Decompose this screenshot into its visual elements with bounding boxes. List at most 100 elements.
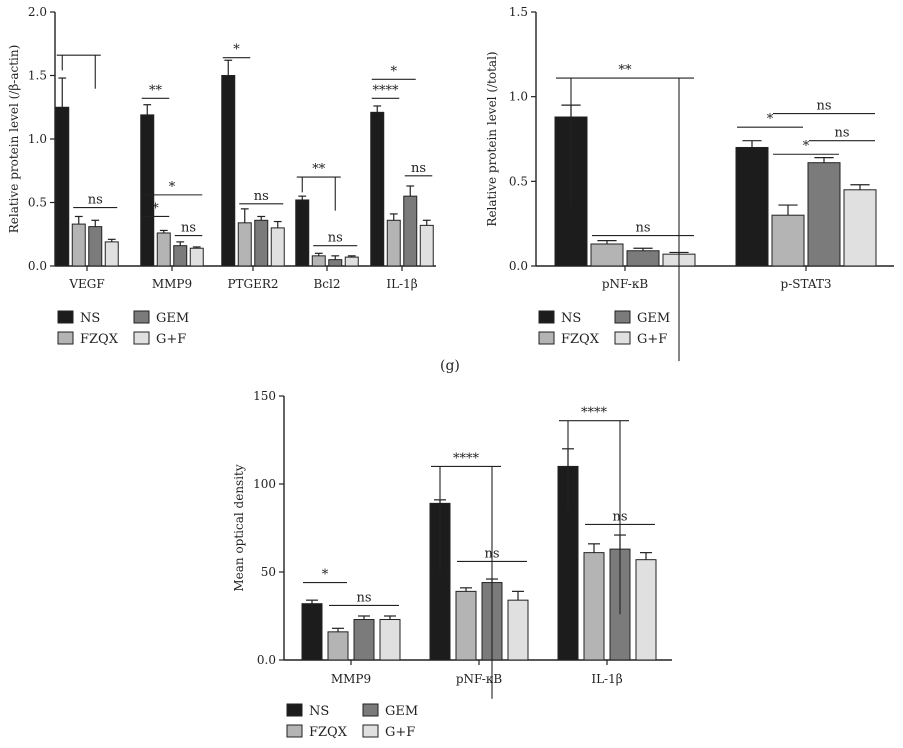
y-tick-label: 0.5: [28, 196, 47, 210]
significance-label: ns: [834, 126, 849, 141]
bar: [386, 219, 401, 267]
significance-label: *: [803, 139, 810, 154]
legend-label: GEM: [156, 311, 189, 326]
significance-label: **: [619, 63, 633, 78]
bar: [301, 603, 323, 661]
bar: [55, 106, 70, 267]
category-label: IL-1β: [386, 277, 417, 291]
bar: [344, 256, 359, 267]
bar: [327, 631, 349, 661]
legend-swatch: [57, 331, 74, 345]
significance-label: ns: [181, 221, 196, 236]
legend-label: FZQX: [561, 332, 600, 347]
bar: [311, 255, 326, 267]
legend-label: G+F: [385, 725, 415, 740]
significance-label: *: [233, 43, 240, 58]
significance-label: ****: [373, 83, 400, 98]
significance-label: **: [312, 162, 326, 177]
bar: [590, 243, 624, 267]
significance-label: *: [391, 64, 398, 79]
legend-label: FZQX: [309, 725, 348, 740]
category-label: MMP9: [331, 672, 371, 686]
category-label: IL-1β: [591, 672, 622, 686]
legend-swatch: [133, 331, 150, 345]
bar: [189, 247, 204, 267]
category-label: PTGER2: [227, 277, 278, 291]
bar: [843, 189, 877, 267]
legend-swatch: [286, 703, 303, 717]
legend-label: NS: [80, 311, 100, 326]
significance-label: ns: [612, 509, 627, 524]
legend-swatch: [614, 310, 631, 324]
y-axis-label: Relative protein level (/total): [485, 51, 499, 226]
bar: [71, 223, 86, 267]
y-tick-label: 1.0: [28, 132, 47, 146]
panel-label: (g): [440, 358, 460, 374]
legend-swatch: [133, 310, 150, 324]
chart-3: 0.0 50 100 150 Mean optical density MMP9 pNF-κ…: [232, 389, 672, 740]
category-label: pNF-κB: [456, 672, 503, 686]
bar: [173, 245, 188, 267]
bar: [455, 590, 477, 661]
bar: [771, 214, 805, 267]
legend-label: G+F: [156, 332, 186, 347]
bar: [88, 226, 103, 267]
bar: [379, 619, 401, 661]
y-tick-label: 50: [261, 565, 276, 579]
y-tick-label: 1.5: [28, 69, 47, 83]
significance-label: *: [169, 180, 176, 195]
significance-label: ns: [635, 221, 650, 236]
bar: [370, 111, 385, 267]
y-axis-label: Relative protein level (/β-actin): [7, 45, 21, 234]
significance-label: ns: [254, 189, 269, 204]
y-tick-label: 100: [253, 477, 276, 491]
bar: [237, 222, 252, 267]
legend-label: G+F: [637, 332, 667, 347]
bar: [221, 75, 236, 267]
bar: [254, 219, 269, 267]
legend-label: NS: [309, 704, 329, 719]
y-axis-label: Mean optical density: [232, 464, 246, 592]
bar: [353, 619, 375, 661]
bar: [807, 162, 841, 267]
category-label: pNF-κB: [602, 277, 649, 291]
bar: [328, 259, 343, 267]
y-tick-label: 2.0: [28, 5, 47, 19]
y-tick-label: 150: [253, 389, 276, 403]
category-label: p-STAT3: [781, 277, 832, 291]
y-tick-label: 0.0: [28, 259, 47, 273]
significance-label: ns: [356, 590, 371, 605]
category-label: MMP9: [152, 277, 192, 291]
y-tick-label: 1.0: [509, 90, 528, 104]
significance-label: *: [767, 112, 774, 127]
significance-label: ns: [328, 231, 343, 246]
bar: [626, 250, 660, 267]
legend-swatch: [57, 310, 74, 324]
chart-2: 0.0 0.5 1.0 1.5 Relative protein level (/tot…: [485, 5, 894, 362]
bar: [140, 114, 155, 267]
category-label: VEGF: [68, 277, 104, 291]
significance-label: ****: [581, 406, 608, 421]
bar: [635, 559, 657, 661]
bar: [104, 241, 119, 267]
legend-swatch: [538, 331, 555, 345]
bar: [735, 146, 769, 267]
significance-label: ns: [88, 193, 103, 208]
significance-label: *: [152, 201, 159, 216]
significance-label: ns: [484, 546, 499, 561]
bar: [403, 195, 418, 267]
significance-label: ****: [453, 451, 480, 466]
y-tick-label: 0.5: [509, 174, 528, 188]
bar: [270, 227, 285, 267]
significance-label: ns: [816, 99, 831, 114]
y-tick-label: 0.0: [257, 653, 276, 667]
legend-swatch: [362, 703, 379, 717]
bar: [583, 552, 605, 661]
legend-swatch: [362, 724, 379, 738]
significance-label: *: [322, 568, 329, 583]
bar: [156, 232, 171, 267]
significance-label: **: [149, 83, 163, 98]
legend-swatch: [538, 310, 555, 324]
y-tick-label: 0.0: [509, 259, 528, 273]
